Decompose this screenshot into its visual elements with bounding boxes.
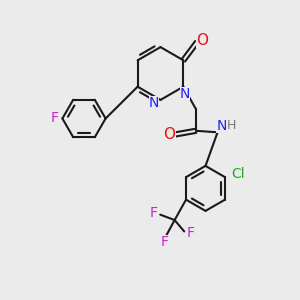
Text: F: F xyxy=(150,206,158,220)
Text: F: F xyxy=(187,226,195,240)
Text: H: H xyxy=(227,119,236,132)
Text: F: F xyxy=(161,235,169,249)
Text: Cl: Cl xyxy=(231,167,244,181)
Text: N: N xyxy=(217,119,227,133)
Text: N: N xyxy=(180,87,190,101)
Text: O: O xyxy=(196,33,208,48)
Text: N: N xyxy=(149,96,159,110)
Text: O: O xyxy=(164,127,175,142)
Text: F: F xyxy=(51,112,59,125)
